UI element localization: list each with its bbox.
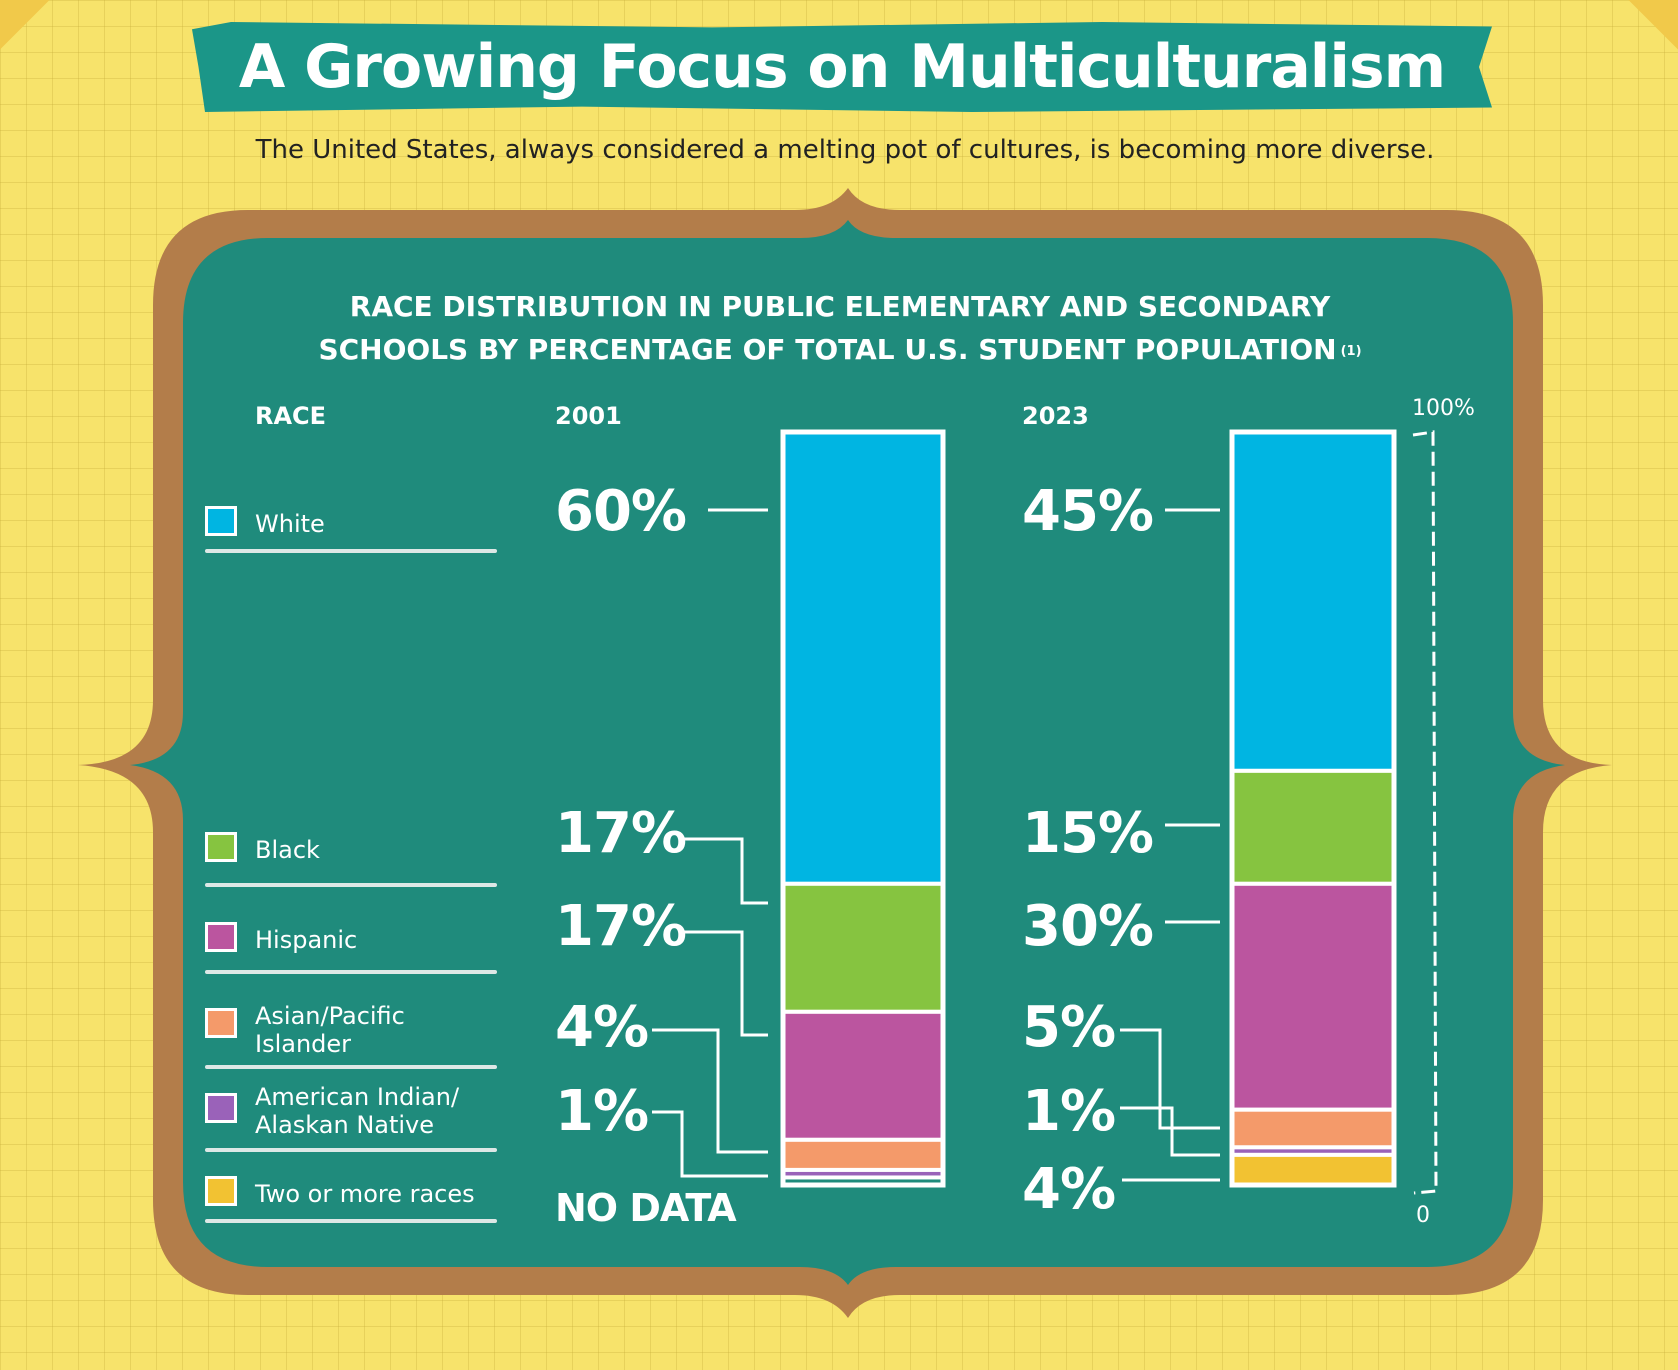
legend-item-asian-pacific-islander: Asian/Pacific Islander [205, 1002, 505, 1062]
legend-swatch-two-or-more [205, 1176, 237, 1206]
bar-outline-2001 [780, 429, 946, 1188]
legend-label-hispanic: Hispanic [255, 926, 358, 954]
bar-segment-2023-black [1230, 768, 1396, 886]
legend-divider [205, 549, 497, 553]
title-banner [192, 22, 1492, 112]
bar-segment-2001-white [781, 430, 945, 886]
leader-line [1120, 1028, 1220, 1130]
legend-divider [205, 883, 497, 887]
legend-header: RACE [255, 402, 327, 430]
data-label-2001-asian: 4% [555, 995, 649, 1060]
data-label-2023-white: 45% [1022, 479, 1154, 544]
y-axis-bottom-label: 0 [1416, 1203, 1430, 1228]
bar-segment-2001-black [781, 881, 945, 1014]
legend-swatch-black [205, 832, 237, 862]
data-label-2023-asian: 5% [1022, 995, 1116, 1060]
legend-label-asian-pacific-islander: Asian/Pacific Islander [255, 1002, 405, 1058]
leader-line [680, 930, 768, 1037]
legend-swatch-hispanic [205, 922, 237, 952]
legend-item-hispanic: Hispanic [205, 922, 505, 962]
legend-divider [205, 1065, 497, 1069]
data-label-2023-black: 15% [1022, 801, 1154, 866]
bar-segment-2023-hispanic [1230, 881, 1396, 1112]
bar-segment-2023-two_or_more_races [1230, 1152, 1396, 1188]
legend-swatch-white [205, 506, 237, 536]
stacked-bars [780, 429, 1397, 1188]
legend-label-two-or-more: Two or more races [255, 1180, 475, 1208]
chart-title-line1: RACE DISTRIBUTION IN PUBLIC ELEMENTARY A… [349, 290, 1331, 323]
y-axis-bracket [1412, 430, 1438, 1195]
page-title: A Growing Focus on Multiculturalism [238, 32, 1446, 102]
y-axis-top-label: 100% [1412, 396, 1475, 421]
bar-outline-2023 [1229, 429, 1397, 1188]
leader-line [652, 1110, 768, 1178]
data-label-2001-american-indian: 1% [555, 1079, 649, 1144]
bar-segment-2023-asian_pacific_islander [1230, 1107, 1396, 1150]
legend-item-black: Black [205, 832, 505, 872]
leader-lines [652, 508, 1220, 1182]
data-label-2001-two-or-more: NO DATA [555, 1186, 737, 1230]
page-subtitle: The United States, always considered a m… [255, 135, 1435, 165]
bar-segment-2001-american_indian_alaskan_native [781, 1167, 945, 1180]
legend-divider [205, 1219, 497, 1223]
legend-divider [205, 1148, 497, 1152]
data-label-2001-hispanic: 17% [555, 894, 687, 959]
data-label-2001-black: 17% [555, 801, 687, 866]
legend-label-white: White [255, 510, 325, 538]
legend-divider [205, 970, 497, 974]
data-label-2023-american-indian: 1% [1022, 1079, 1116, 1144]
data-label-2001-white: 60% [555, 479, 687, 544]
leader-line [1120, 1106, 1220, 1157]
legend-swatch-american-indian [205, 1093, 237, 1123]
leader-line [652, 1028, 768, 1154]
data-label-2023-hispanic: 30% [1022, 894, 1154, 959]
data-label-2023-two-or-more: 4% [1022, 1157, 1116, 1222]
legend-item-white: White [205, 506, 505, 546]
bar-segment-2023-white [1230, 430, 1396, 773]
year-label-2023: 2023 [1022, 402, 1089, 430]
legend-item-american-indian: American Indian/ Alaskan Native [205, 1083, 505, 1143]
bar-segment-2001-asian_pacific_islander [781, 1137, 945, 1172]
legend-label-american-indian: American Indian/ Alaskan Native [255, 1083, 460, 1139]
year-label-2001: 2001 [555, 402, 622, 430]
chart-title-line2: SCHOOLS BY PERCENTAGE OF TOTAL U.S. STUD… [318, 333, 1337, 366]
leader-line [680, 837, 768, 905]
legend-label-black: Black [255, 836, 320, 864]
chart-title: RACE DISTRIBUTION IN PUBLIC ELEMENTARY A… [280, 285, 1400, 371]
bar-segment-2001-hispanic [781, 1009, 945, 1142]
legend-swatch-asian-pacific-islander [205, 1008, 237, 1038]
chart-footnote: (1) [1340, 344, 1362, 359]
legend-item-two-or-more: Two or more races [205, 1176, 505, 1216]
